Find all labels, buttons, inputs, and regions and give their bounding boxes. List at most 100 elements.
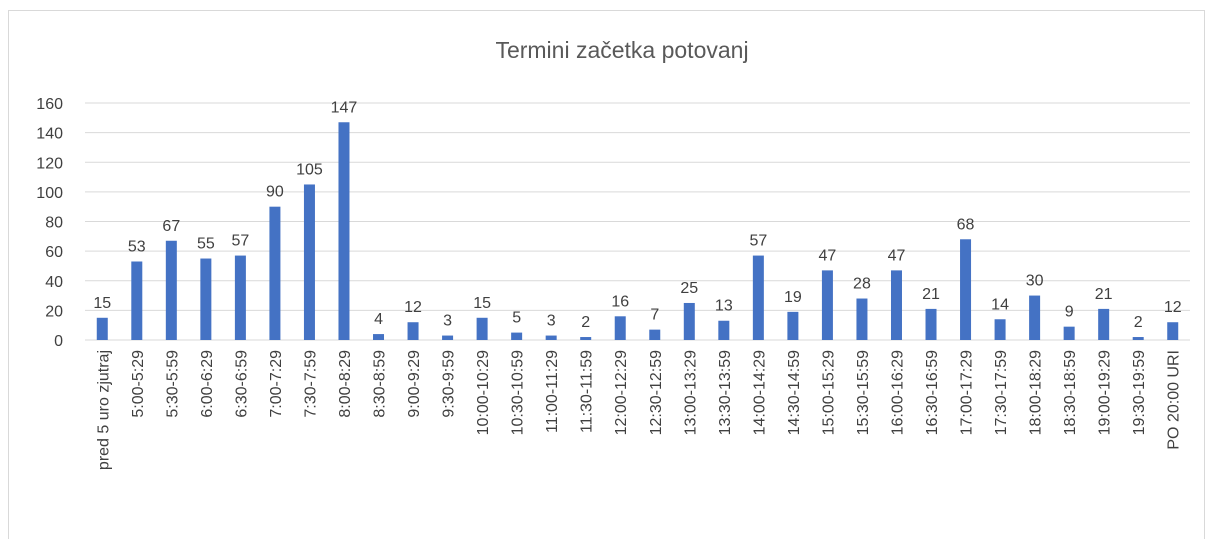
y-tick-label: 60 — [45, 244, 63, 261]
bar — [545, 335, 557, 340]
data-label: 47 — [888, 247, 906, 264]
bar — [683, 302, 695, 340]
data-label: 14 — [991, 296, 1009, 313]
y-tick-label: 40 — [45, 274, 63, 291]
bar — [338, 122, 350, 340]
y-tick-label: 0 — [54, 333, 63, 350]
x-tick-label: 7:00-7:29 — [268, 350, 285, 418]
x-tick-label: 7:30-7:59 — [302, 350, 319, 418]
x-tick-label: 5:00-5:29 — [130, 350, 147, 418]
bar — [925, 308, 937, 340]
bar — [1063, 326, 1075, 340]
data-label: 57 — [231, 233, 249, 250]
bar — [649, 329, 661, 340]
x-tick-label: 12:00-12:29 — [613, 350, 630, 436]
x-tick-label: 15:00-15:29 — [820, 350, 837, 436]
data-label: 15 — [473, 295, 491, 312]
x-tick-label: 9:30-9:59 — [441, 350, 458, 418]
bar — [165, 240, 177, 340]
data-label: 7 — [650, 307, 659, 324]
data-label: 15 — [93, 295, 111, 312]
x-tick-label: 6:30-6:59 — [233, 350, 250, 418]
bar — [442, 335, 454, 340]
x-tick-label: pred 5 uro zjutraj — [95, 350, 112, 470]
data-label: 53 — [128, 238, 146, 255]
data-label: 25 — [680, 280, 698, 297]
data-label: 68 — [957, 216, 975, 233]
bar — [511, 332, 523, 340]
bar — [994, 319, 1006, 340]
x-tick-label: 14:00-14:29 — [751, 350, 768, 436]
y-tick-label: 20 — [45, 303, 63, 320]
data-label: 21 — [1095, 286, 1113, 303]
x-tick-label: 13:00-13:29 — [682, 350, 699, 436]
bar — [787, 311, 799, 340]
data-label: 4 — [374, 311, 383, 328]
data-label: 21 — [922, 286, 940, 303]
data-label: 9 — [1065, 304, 1074, 321]
bar — [1029, 295, 1041, 340]
bar — [752, 255, 764, 340]
y-tick-label: 140 — [36, 126, 63, 143]
bar — [131, 261, 143, 340]
y-tick-label: 100 — [36, 185, 63, 202]
data-label: 13 — [715, 298, 733, 315]
y-tick-label: 80 — [45, 215, 63, 232]
x-tick-label: 11:30-11:59 — [579, 350, 596, 433]
data-label: 2 — [1134, 314, 1143, 331]
x-tick-label: 18:30-18:59 — [1062, 350, 1079, 436]
x-tick-label: 10:30-10:59 — [510, 350, 527, 436]
data-label: 19 — [784, 289, 802, 306]
y-tick-label: 160 — [36, 96, 63, 113]
data-label: 28 — [853, 276, 871, 293]
x-tick-label: 17:00-17:29 — [959, 350, 976, 436]
data-label: 3 — [443, 313, 452, 330]
data-label: 3 — [547, 313, 556, 330]
data-label: 12 — [1164, 299, 1182, 316]
data-label: 55 — [197, 236, 215, 253]
data-label: 47 — [819, 247, 837, 264]
data-label: 30 — [1026, 273, 1044, 290]
bar — [890, 270, 902, 340]
x-tick-label: 19:30-19:59 — [1131, 350, 1148, 436]
bar — [234, 255, 246, 340]
x-tick-label: 9:00-9:29 — [406, 350, 423, 418]
x-tick-label: PO 20:00 URI — [1166, 350, 1183, 450]
bar — [96, 317, 108, 340]
x-tick-label: 16:30-16:59 — [924, 350, 941, 436]
chart-title: Termini začetka potovanj — [495, 37, 748, 63]
x-tick-label: 19:00-19:29 — [1097, 350, 1114, 436]
data-label: 105 — [296, 161, 323, 178]
data-label: 16 — [611, 293, 629, 310]
bar — [614, 316, 626, 340]
bar — [200, 258, 212, 340]
bar — [1098, 308, 1110, 340]
x-tick-label: 8:00-8:29 — [337, 350, 354, 418]
data-label: 67 — [162, 218, 180, 235]
bar — [1167, 322, 1179, 340]
bar — [1132, 337, 1144, 340]
data-label: 147 — [331, 99, 358, 116]
x-tick-label: 16:00-16:29 — [889, 350, 906, 436]
x-tick-label: 12:30-12:59 — [648, 350, 665, 436]
x-tick-label: 14:30-14:59 — [786, 350, 803, 436]
bar — [303, 184, 315, 340]
bar — [373, 334, 385, 340]
x-tick-label: 5:30-5:59 — [164, 350, 181, 418]
bar — [476, 317, 488, 340]
x-tick-label: 17:30-17:59 — [993, 350, 1010, 436]
data-label: 2 — [581, 314, 590, 331]
y-tick-label: 120 — [36, 155, 63, 172]
x-tick-label: 8:30-8:59 — [372, 350, 389, 418]
bar — [718, 320, 730, 340]
x-tick-label: 6:00-6:29 — [199, 350, 216, 418]
data-label: 5 — [512, 310, 521, 327]
data-label: 57 — [749, 233, 767, 250]
x-tick-label: 15:30-15:59 — [855, 350, 872, 436]
data-label: 90 — [266, 184, 284, 201]
bar — [407, 322, 419, 340]
bar — [580, 337, 592, 340]
x-tick-label: 18:00-18:29 — [1028, 350, 1045, 436]
data-label: 12 — [404, 299, 422, 316]
